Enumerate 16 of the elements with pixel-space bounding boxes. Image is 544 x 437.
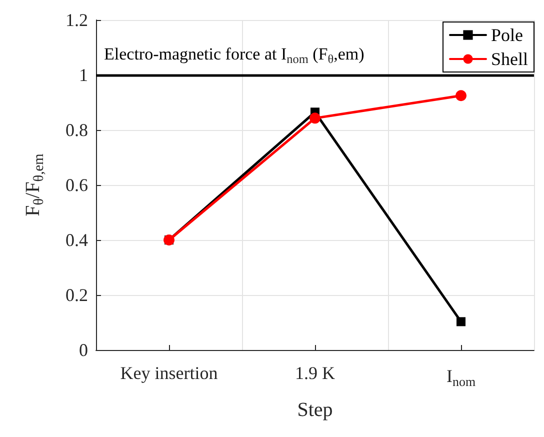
point (456, 317, 466, 326)
y-tick-label: 1 (79, 65, 88, 85)
x-axis-title: Step (297, 399, 333, 421)
point (310, 112, 320, 124)
y-tick-label: 0.8 (66, 120, 88, 140)
x-tick-label: 1.9 K (295, 363, 335, 383)
y-tick-label: 0.6 (66, 175, 88, 195)
y-tick-label: 0.2 (66, 285, 88, 305)
legend-label: Shell (491, 49, 528, 69)
y-tick-label: 0.4 (66, 230, 88, 250)
x-tick-label: Key insertion (120, 363, 218, 383)
y-tick-label: 0 (79, 340, 88, 360)
point (456, 90, 466, 102)
legend-label: Pole (491, 25, 524, 45)
y-axis-title: Fθ/Fθ,em (22, 154, 47, 216)
y-tick-label: 1.2 (66, 10, 88, 30)
